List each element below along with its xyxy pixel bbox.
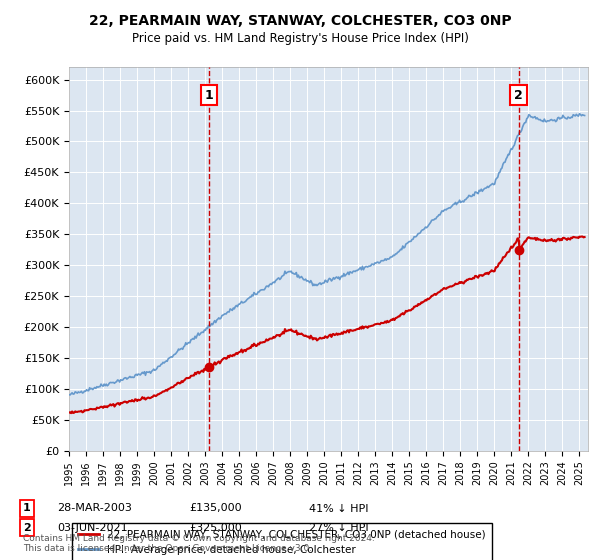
Text: 22, PEARMAIN WAY, STANWAY, COLCHESTER, CO3 0NP: 22, PEARMAIN WAY, STANWAY, COLCHESTER, C…	[89, 14, 511, 28]
Text: 41% ↓ HPI: 41% ↓ HPI	[309, 503, 368, 514]
Text: £135,000: £135,000	[189, 503, 242, 514]
Text: 27% ↓ HPI: 27% ↓ HPI	[309, 522, 368, 533]
Text: 1: 1	[205, 88, 214, 101]
Text: 03-JUN-2021: 03-JUN-2021	[57, 522, 128, 533]
Text: Contains HM Land Registry data © Crown copyright and database right 2024.
This d: Contains HM Land Registry data © Crown c…	[23, 534, 374, 553]
Text: 2: 2	[514, 88, 523, 101]
Text: 1: 1	[23, 503, 31, 514]
Text: 28-MAR-2003: 28-MAR-2003	[57, 503, 132, 514]
Legend: 22, PEARMAIN WAY, STANWAY, COLCHESTER, CO3 0NP (detached house), HPI: Average pr: 22, PEARMAIN WAY, STANWAY, COLCHESTER, C…	[71, 523, 492, 560]
Text: Price paid vs. HM Land Registry's House Price Index (HPI): Price paid vs. HM Land Registry's House …	[131, 32, 469, 45]
Text: £325,000: £325,000	[189, 522, 242, 533]
Text: 2: 2	[23, 522, 31, 533]
